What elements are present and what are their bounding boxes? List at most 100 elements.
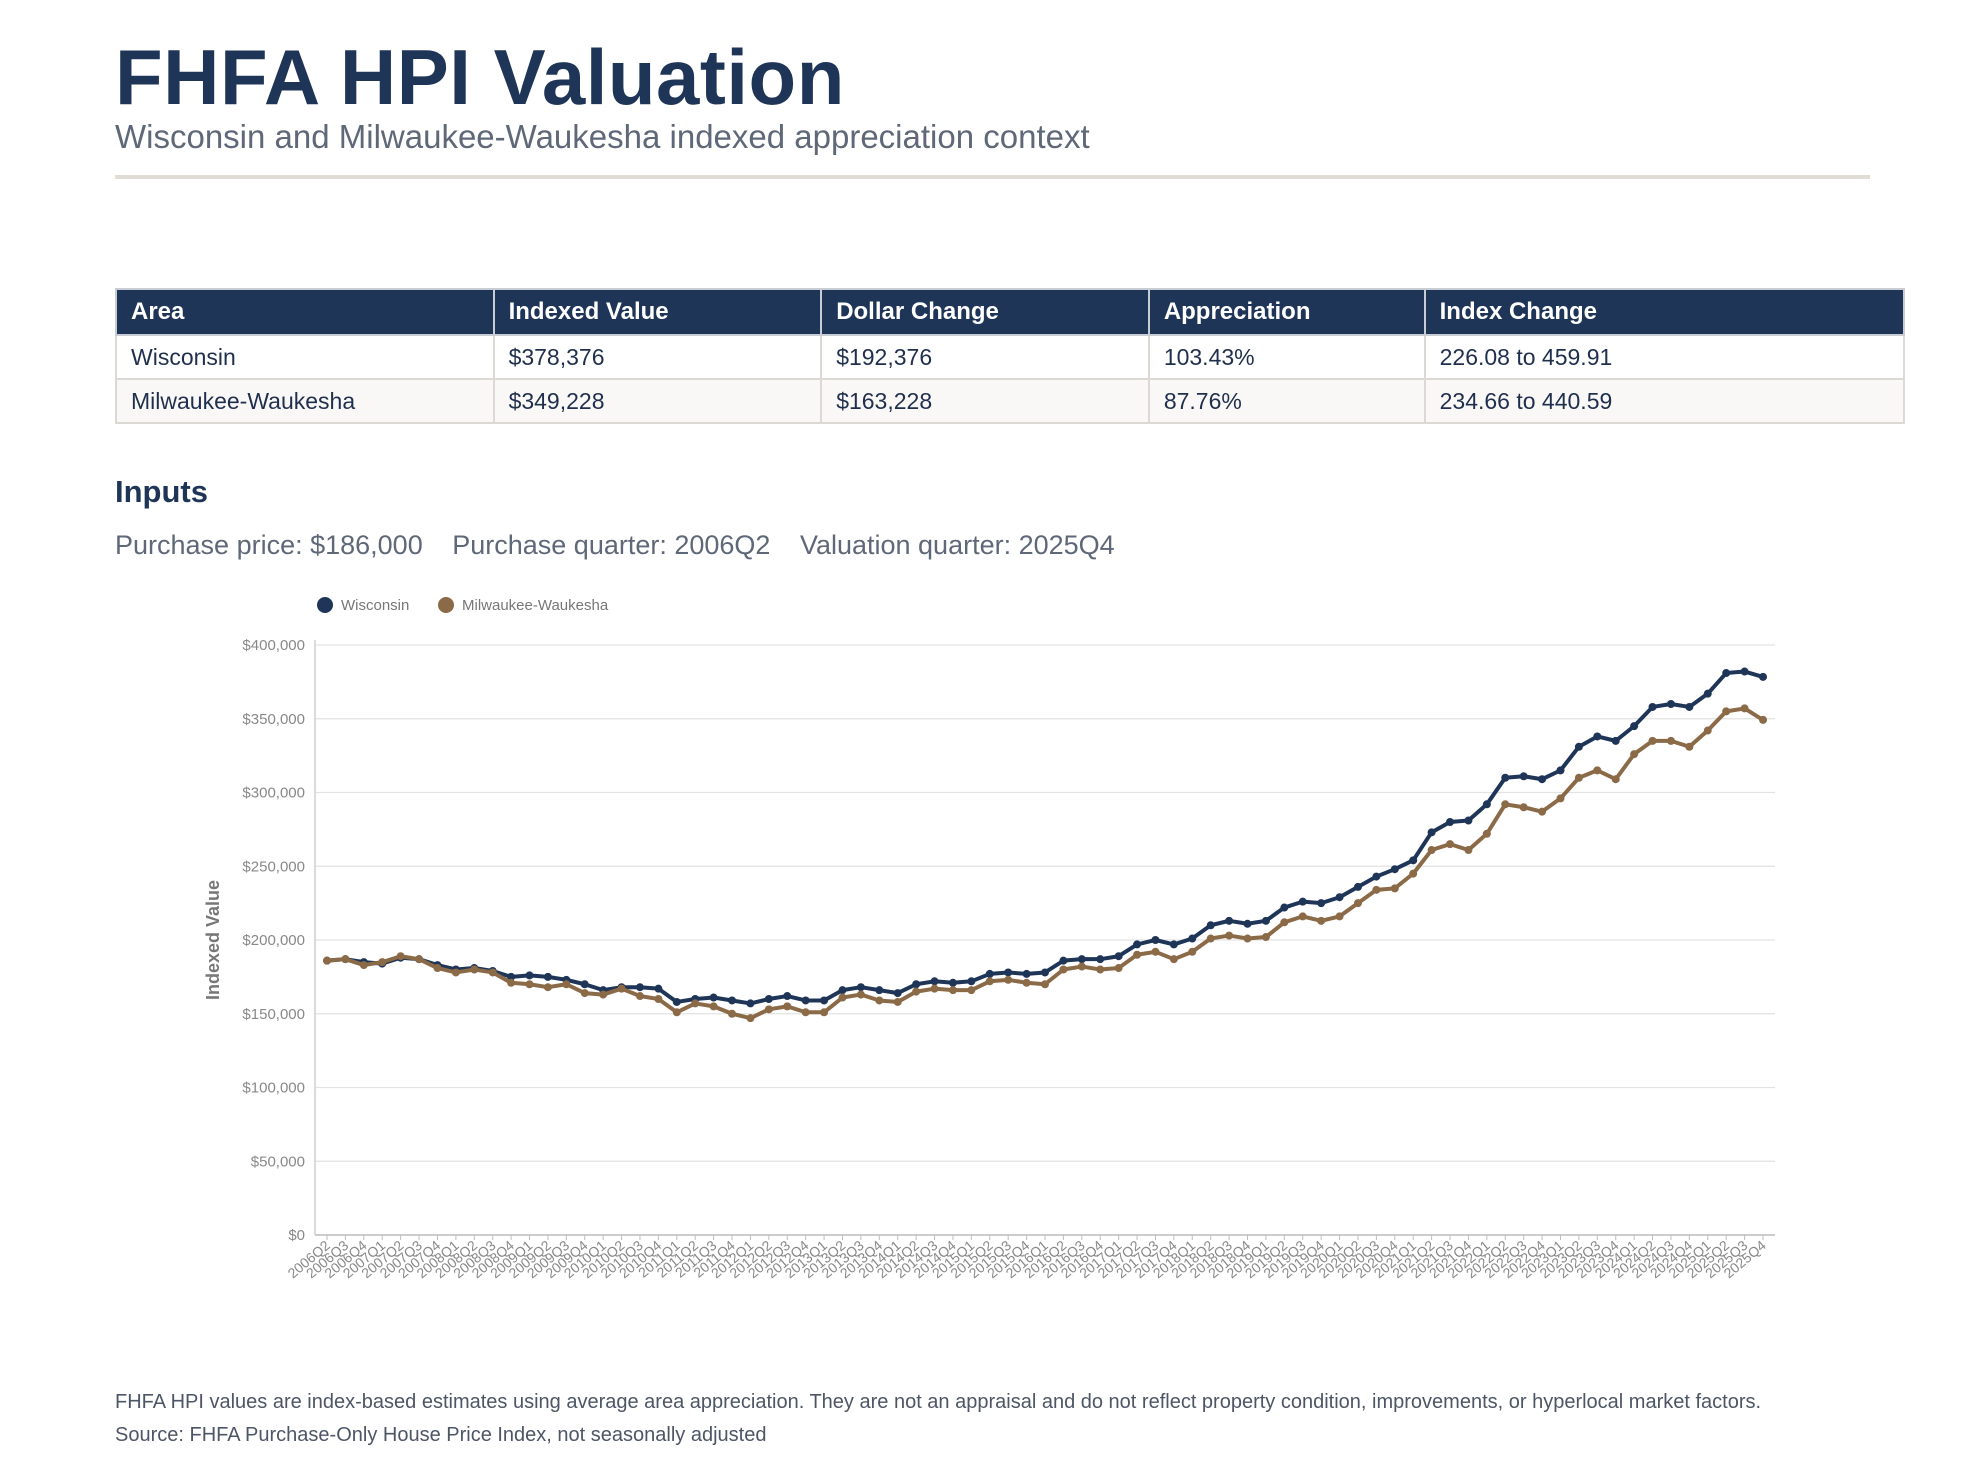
- data-point: [1151, 947, 1160, 956]
- column-header-dollar-change: Dollar Change: [820, 288, 1150, 336]
- page-subtitle: Wisconsin and Milwaukee-Waukesha indexed…: [115, 118, 1090, 155]
- data-point: [1317, 899, 1326, 908]
- data-point: [1722, 707, 1731, 716]
- data-point: [709, 993, 718, 1002]
- data-point: [1133, 950, 1142, 959]
- data-point: [875, 986, 884, 995]
- data-point: [1372, 872, 1381, 881]
- data-point: [1169, 940, 1178, 949]
- data-point: [1740, 667, 1749, 676]
- data-point: [1261, 916, 1270, 925]
- data-point: [635, 992, 644, 1001]
- data-point: [967, 977, 976, 986]
- data-point: [1041, 968, 1049, 977]
- data-point: [764, 995, 773, 1003]
- data-point: [783, 992, 792, 1001]
- data-point: [378, 958, 387, 967]
- data-point: [507, 978, 516, 987]
- data-point: [341, 955, 350, 964]
- data-point: [1004, 968, 1013, 977]
- data-point: [1703, 689, 1712, 698]
- header-divider: [115, 175, 1870, 179]
- data-point: [1574, 773, 1583, 782]
- data-point: [1206, 921, 1215, 930]
- data-point: [728, 996, 737, 1005]
- data-point: [1022, 969, 1031, 978]
- data-point: [1206, 934, 1215, 943]
- data-point: [1556, 766, 1565, 775]
- data-point: [562, 980, 571, 989]
- data-point: [1593, 732, 1602, 741]
- legend-label: Milwaukee-Waukesha: [462, 597, 609, 614]
- data-point: [1280, 903, 1289, 912]
- inputs-heading: Inputs: [115, 474, 208, 509]
- data-point: [488, 968, 497, 977]
- data-point: [1041, 980, 1049, 989]
- data-point: [912, 987, 921, 996]
- data-point: [451, 968, 460, 977]
- valuation-quarter-text: Valuation quarter: 2025Q4: [799, 530, 1115, 560]
- data-point: [525, 980, 534, 989]
- y-tick-label: $250,000: [242, 858, 305, 875]
- data-point: [1022, 978, 1031, 987]
- y-tick-label: $350,000: [242, 711, 305, 728]
- data-point: [617, 984, 626, 993]
- data-point: [1317, 916, 1326, 925]
- data-point: [1133, 940, 1142, 949]
- data-point: [1298, 912, 1307, 921]
- data-point: [1501, 773, 1510, 782]
- data-point: [783, 1002, 792, 1011]
- data-point: [1169, 955, 1178, 964]
- data-point: [1722, 669, 1731, 678]
- data-point: [985, 969, 994, 978]
- data-point: [856, 990, 865, 999]
- data-point: [1335, 912, 1344, 921]
- data-point: [1004, 975, 1013, 984]
- data-point: [1593, 766, 1602, 775]
- y-tick-label: $50,000: [251, 1153, 305, 1170]
- data-point: [654, 984, 663, 993]
- data-point: [1685, 702, 1694, 711]
- data-point: [948, 986, 957, 995]
- data-point: [525, 971, 534, 980]
- data-point: [985, 977, 994, 986]
- purchase-price-text: Purchase price: $186,000: [115, 530, 423, 560]
- cell-area: Milwaukee-Waukesha: [115, 378, 495, 424]
- table-row: Wisconsin $378,376 $192,376 103.43% 226.…: [115, 334, 1906, 380]
- cell-dollar-change: $192,376: [820, 334, 1150, 380]
- data-point: [1666, 700, 1675, 708]
- data-point: [764, 1005, 773, 1014]
- source-text: Source: FHFA Purchase-Only House Price I…: [115, 1424, 767, 1446]
- table-header-row: Area Indexed Value Dollar Change Appreci…: [115, 288, 1906, 336]
- data-point: [1519, 803, 1528, 812]
- column-header-area: Area: [115, 288, 495, 336]
- column-header-indexed-value: Indexed Value: [492, 288, 823, 336]
- data-point: [1280, 918, 1289, 927]
- y-tick-label: $150,000: [242, 1006, 305, 1023]
- data-point: [1446, 818, 1455, 826]
- data-point: [691, 999, 700, 1008]
- data-point: [746, 999, 755, 1008]
- data-point: [1611, 775, 1620, 784]
- data-point: [507, 972, 516, 981]
- valuation-summary-table: Area Indexed Value Dollar Change Appreci…: [115, 288, 1906, 424]
- data-point: [1225, 916, 1234, 925]
- data-point: [1409, 856, 1418, 865]
- data-point: [672, 1008, 681, 1017]
- data-point: [746, 1014, 755, 1023]
- series-line-wisconsin: [325, 669, 1765, 1006]
- data-point: [1225, 931, 1234, 940]
- data-point: [1298, 897, 1307, 906]
- data-point: [359, 961, 368, 970]
- legend-marker: [317, 597, 333, 613]
- data-point: [1482, 800, 1491, 809]
- data-point: [728, 1009, 737, 1018]
- data-point: [543, 983, 552, 992]
- data-point: [801, 996, 810, 1005]
- data-point: [1372, 885, 1381, 894]
- data-point: [1188, 934, 1197, 943]
- data-point: [1335, 893, 1344, 902]
- data-point: [1519, 772, 1528, 781]
- data-point: [1353, 882, 1362, 891]
- data-point: [930, 984, 939, 993]
